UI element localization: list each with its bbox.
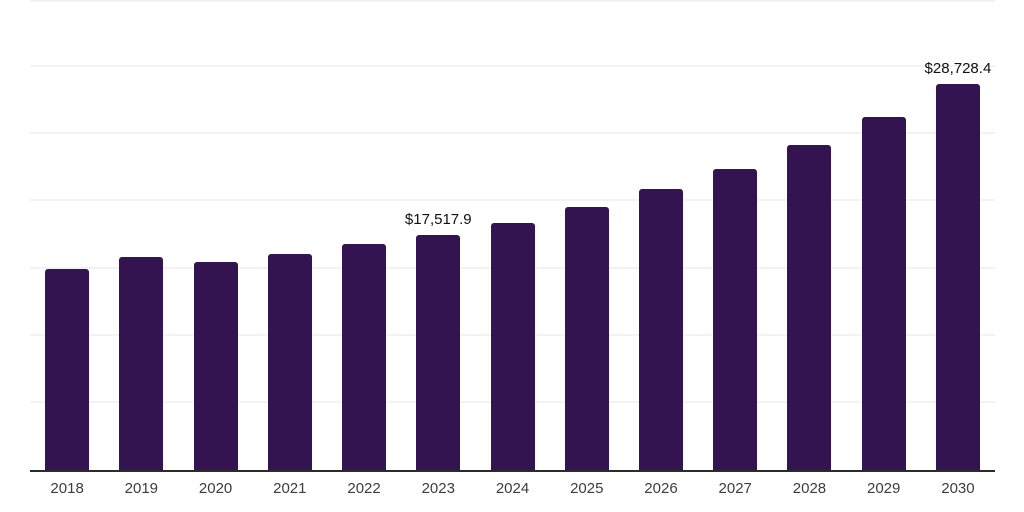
bar-slot-2027 — [698, 0, 772, 470]
bar-slot-2023: $17,517.9 — [401, 0, 475, 470]
x-tick-2027: 2027 — [718, 480, 752, 497]
bar-series: $17,517.9 $28,728.4 — [30, 0, 995, 470]
bar-2024[interactable] — [490, 222, 535, 470]
x-tick-2020: 2020 — [198, 480, 233, 497]
plot-area: $17,517.9 $28,728.4 — [30, 0, 995, 472]
bar-slot-2020 — [178, 0, 252, 470]
bar-2026[interactable] — [638, 189, 683, 470]
bar-slot-2024 — [475, 0, 549, 470]
bar-2022[interactable] — [342, 244, 387, 470]
gridline-35000 — [30, 0, 995, 2]
x-axis-line — [30, 470, 995, 472]
x-tick-2023: 2023 — [421, 480, 455, 497]
x-axis-tick-labels: 2018 2019 2020 2021 2022 2023 2024 2025 2026 2027… — [30, 480, 995, 497]
bar-2020[interactable] — [193, 261, 238, 470]
gridline-25000 — [30, 132, 995, 135]
x-tick-2025: 2025 — [570, 480, 604, 497]
x-tick-2021: 2021 — [273, 480, 307, 497]
bar-slot-2026 — [624, 0, 698, 470]
bar-slot-2022 — [327, 0, 401, 470]
bar-2018[interactable] — [45, 268, 90, 470]
x-tick-2024: 2024 — [495, 480, 530, 497]
x-tick-2030: 2030 — [941, 480, 975, 497]
bar-2019[interactable] — [119, 256, 164, 470]
gridline-30000 — [30, 65, 995, 68]
bar-2027[interactable] — [713, 169, 758, 470]
bar-2025[interactable] — [564, 206, 609, 470]
gridline-20000 — [30, 199, 995, 202]
bar-2028[interactable] — [787, 145, 832, 470]
bar-slot-2018 — [30, 0, 104, 470]
x-tick-2028: 2028 — [792, 480, 827, 497]
bar-value-label-2030: $28,728.4 — [924, 60, 992, 78]
bar-2023[interactable] — [416, 234, 461, 470]
bar-2021[interactable] — [267, 253, 312, 470]
bar-slot-2028 — [772, 0, 846, 470]
bar-2030[interactable] — [935, 84, 980, 470]
bar-slot-2030: $28,728.4 — [921, 0, 995, 470]
bar-slot-2019 — [104, 0, 178, 470]
bar-slot-2021 — [253, 0, 327, 470]
bar-value-label-2023: $17,517.9 — [404, 210, 472, 228]
x-tick-2019: 2019 — [124, 480, 159, 497]
bar-slot-2025 — [550, 0, 624, 470]
bar-2029[interactable] — [861, 116, 906, 470]
x-tick-2022: 2022 — [347, 480, 381, 497]
bar-slot-2029 — [847, 0, 921, 470]
x-tick-2029: 2029 — [867, 480, 901, 497]
x-tick-2026: 2026 — [644, 480, 678, 497]
x-tick-2018: 2018 — [50, 480, 84, 497]
